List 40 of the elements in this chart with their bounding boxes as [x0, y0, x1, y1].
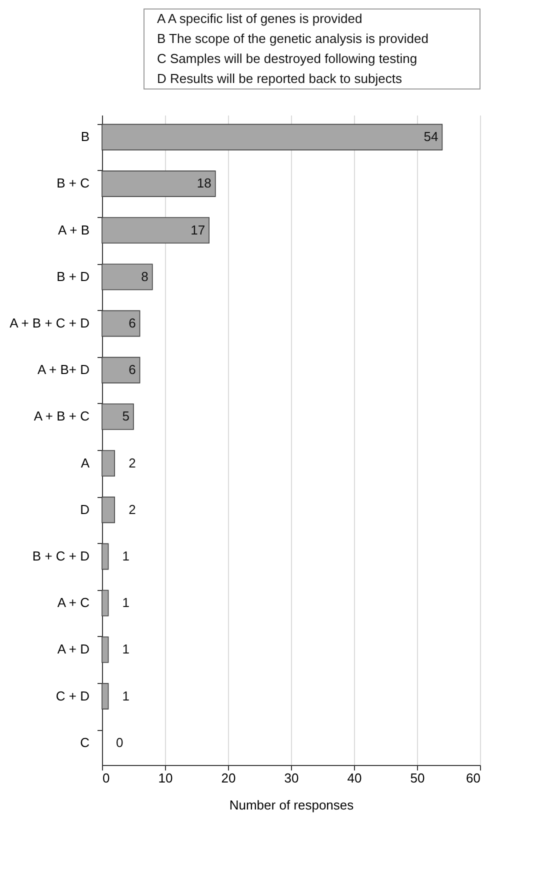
- x-axis-title: Number of responses: [229, 798, 354, 812]
- y-tick-label: A + B: [58, 222, 90, 238]
- data-label: 0: [116, 734, 124, 750]
- y-tick-label: C + D: [56, 688, 90, 704]
- y-tick-label: A + B + C + D: [10, 316, 90, 331]
- y-tick-label: A + B + C: [34, 408, 90, 424]
- x-tick-label: 40: [347, 770, 362, 786]
- data-label: 2: [128, 502, 136, 517]
- x-tick-label: 50: [410, 770, 425, 786]
- data-label: 8: [141, 268, 148, 284]
- y-tick-label: A + B+ D: [37, 362, 90, 378]
- y-tick-label: A + D: [57, 642, 90, 657]
- data-label: 5: [122, 408, 130, 424]
- data-label: 1: [122, 548, 130, 564]
- text: D Results will be reported back to subjects: [157, 71, 402, 86]
- data-label: 6: [128, 316, 136, 331]
- y-tick-label: D: [80, 502, 90, 517]
- x-tick-label: 0: [102, 770, 110, 786]
- x-tick-label: 20: [221, 770, 236, 786]
- y-tick-label: B + C + D: [32, 548, 90, 564]
- y-tick-label: B: [80, 129, 90, 144]
- data-label: 6: [128, 362, 136, 378]
- x-tick-label: 10: [158, 770, 173, 786]
- x-tick-label: 60: [466, 770, 480, 786]
- data-label: 1: [122, 642, 130, 657]
- data-label: 1: [122, 688, 130, 704]
- data-label: 54: [424, 129, 438, 144]
- data-label: 17: [190, 222, 206, 238]
- data-label: 1: [122, 595, 130, 610]
- data-label: 2: [128, 455, 136, 470]
- y-tick-label: B + C: [56, 176, 90, 191]
- text: A A specific list of genes is provided: [157, 11, 362, 26]
- y-tick-label: B + D: [56, 268, 90, 284]
- text: C Samples will be destroyed following testing: [157, 51, 418, 66]
- x-tick-label: 30: [284, 770, 299, 786]
- y-tick-label: A: [80, 455, 90, 470]
- y-tick-label: C: [80, 734, 90, 750]
- y-tick-label: A + C: [57, 595, 90, 610]
- text: B The scope of the genetic analysis is provided: [157, 31, 428, 46]
- data-label: 18: [196, 176, 212, 191]
